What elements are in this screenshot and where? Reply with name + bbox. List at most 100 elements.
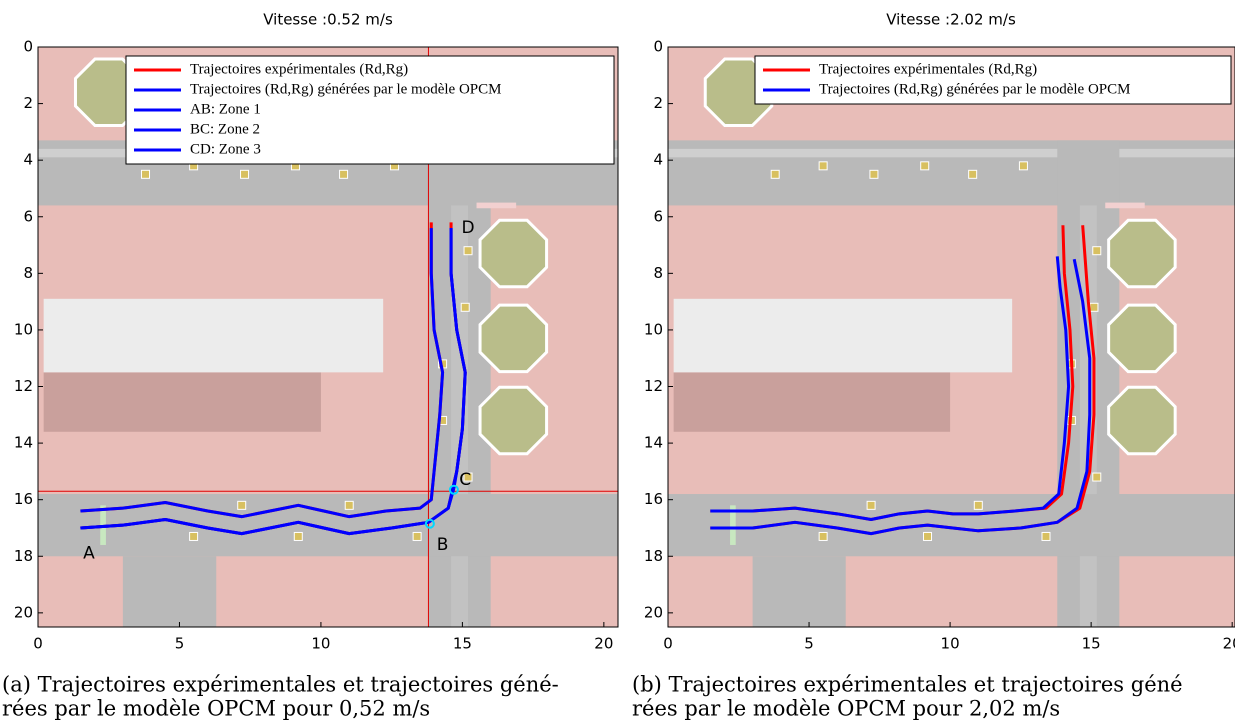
marker-post [920, 161, 930, 171]
marker-post [818, 161, 828, 171]
marker-post [770, 169, 780, 179]
marker-post [339, 169, 349, 179]
marker-post [923, 531, 933, 541]
tree [1107, 303, 1177, 374]
building [673, 298, 1013, 373]
marker-post [240, 169, 250, 179]
y-tick-label: 12 [14, 377, 33, 395]
y-tick-label: 12 [644, 377, 663, 395]
y-tick-label: 20 [14, 603, 33, 621]
marker-post [1018, 161, 1028, 171]
marker-post [293, 531, 303, 541]
marker-post [1092, 472, 1102, 482]
road [752, 556, 846, 627]
crosswalk [476, 202, 517, 209]
marker-post [973, 500, 983, 510]
y-tick-label: 6 [653, 207, 663, 225]
y-tick-label: 14 [14, 434, 33, 452]
chart-title: Vitesse :2.02 m/s [886, 11, 1016, 29]
marker-post [189, 531, 199, 541]
crosswalk [1105, 202, 1145, 209]
legend-label: Trajectoires (Rd,Rg) générées par le mod… [190, 81, 501, 97]
zone-marker [448, 484, 459, 495]
marker-post [463, 472, 473, 482]
y-tick-label: 2 [23, 94, 33, 112]
x-tick-label: 15 [1082, 635, 1101, 653]
annotation: C [459, 470, 471, 490]
tree [1107, 385, 1177, 456]
legend-box [125, 55, 615, 165]
y-tick-label: 8 [653, 264, 663, 282]
building-shadow [673, 372, 951, 432]
axes-frame [667, 46, 1235, 628]
crosswalk [730, 505, 736, 545]
trajectory [449, 228, 467, 489]
road [122, 556, 217, 627]
caption: rées par le modèle OPCM pour 0,52 m/s [2, 697, 430, 721]
chart-title: Vitesse :0.52 m/s [263, 11, 393, 29]
building-shadow [43, 372, 321, 432]
x-tick-label: 20 [1223, 635, 1235, 653]
legend-box [754, 55, 1232, 105]
marker-post [412, 531, 422, 541]
y-tick-label: 14 [644, 434, 663, 452]
x-tick-label: 10 [941, 635, 960, 653]
caption: (a) Trajectoires expérimentales et traje… [2, 673, 559, 697]
road-stripe [668, 148, 1235, 158]
y-tick-label: 20 [644, 603, 663, 621]
y-tick-label: 18 [644, 547, 663, 565]
tree [478, 303, 549, 374]
y-tick-label: 16 [14, 490, 33, 508]
annotation: A [83, 543, 95, 563]
y-tick-label: 18 [14, 547, 33, 565]
x-tick-label: 5 [175, 635, 185, 653]
tree [478, 385, 549, 456]
marker-post [1041, 531, 1051, 541]
y-tick-label: 0 [653, 38, 663, 56]
y-tick-label: 16 [644, 490, 663, 508]
y-tick-label: 10 [14, 320, 33, 338]
x-tick-label: 10 [311, 635, 330, 653]
y-tick-label: 8 [23, 264, 33, 282]
marker-post [869, 169, 879, 179]
tree [1107, 218, 1177, 289]
y-tick-label: 10 [644, 320, 663, 338]
trajectory [427, 487, 456, 524]
marker-post [463, 246, 473, 256]
building [43, 298, 384, 373]
legend-label: CD: Zone 3 [190, 141, 261, 157]
zone-marker [424, 518, 435, 529]
annotation: B [437, 535, 449, 555]
y-tick-label: 2 [653, 94, 663, 112]
marker-post [818, 531, 828, 541]
legend-label: Trajectoires expérimentales (Rd,Rg) [190, 61, 408, 77]
legend-label: AB: Zone 1 [190, 101, 261, 117]
annotation: D [462, 218, 475, 238]
road [668, 494, 1235, 557]
x-tick-label: 15 [453, 635, 472, 653]
marker-post [968, 169, 978, 179]
y-tick-label: 6 [23, 207, 33, 225]
legend-label: BC: Zone 2 [190, 121, 260, 137]
marker-post [1089, 302, 1099, 312]
marker-post [1092, 246, 1102, 256]
road [38, 494, 618, 557]
y-tick-label: 4 [653, 151, 663, 169]
trajectory [80, 517, 429, 536]
tree [478, 218, 549, 289]
x-tick-label: 0 [33, 635, 43, 653]
x-tick-label: 20 [594, 635, 613, 653]
marker-post [344, 500, 354, 510]
x-tick-label: 0 [663, 635, 673, 653]
marker-post [237, 500, 247, 510]
caption: (b) Trajectoires expérimentales et traje… [632, 673, 1183, 697]
y-tick-label: 4 [23, 151, 33, 169]
marker-post [141, 169, 151, 179]
caption: rées par le modèle OPCM pour 2,02 m/s [632, 697, 1060, 721]
legend-label: Trajectoires expérimentales (Rd,Rg) [819, 61, 1037, 77]
marker-post [866, 500, 876, 510]
y-tick-label: 0 [23, 38, 33, 56]
x-tick-label: 5 [804, 635, 814, 653]
trajectory [710, 256, 1092, 536]
